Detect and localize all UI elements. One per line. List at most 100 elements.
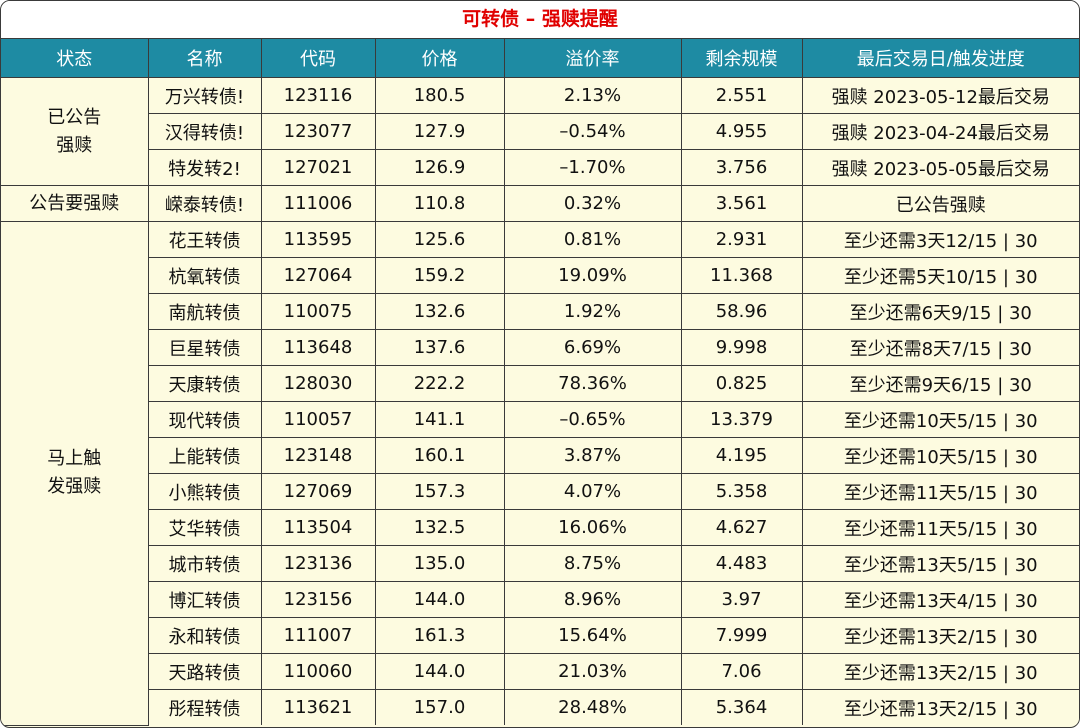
bond-code-cell: 110075 (260, 293, 376, 330)
progress-cell: 强赎 2023-05-12最后交易 (801, 77, 1079, 114)
price-cell: 157.0 (374, 689, 505, 725)
header-price: 价格 (374, 39, 505, 78)
premium-rate-cell: 4.07% (503, 473, 682, 510)
bond-code-cell: 123148 (260, 437, 376, 474)
bond-code-cell: 127069 (260, 473, 376, 510)
table-row: 公告要强赎 嵘泰转债! 111006 110.8 0.32% 3.561 已公告强赎 (1, 185, 1079, 222)
premium-rate-cell: 3.87% (503, 437, 682, 474)
bond-name-cell: 汉得转债! (148, 113, 262, 150)
bond-name-cell: 彤程转债 (148, 689, 262, 725)
table-row: 永和转债 111007 161.3 15.64% 7.999 至少还需13天2/15 | … (1, 617, 1079, 654)
price-cell: 222.2 (374, 365, 505, 402)
progress-cell: 至少还需10天5/15 | 30 (801, 401, 1079, 438)
remaining-size-cell: 2.551 (680, 77, 803, 114)
bond-name-cell: 艾华转债 (148, 509, 262, 546)
table-title: 可转债 – 强赎提醒 (1, 1, 1079, 39)
progress-cell: 至少还需8天7/15 | 30 (801, 329, 1079, 366)
premium-rate-cell: –0.54% (503, 113, 682, 150)
bond-code-cell: 113648 (260, 329, 376, 366)
bond-name-cell: 小熊转债 (148, 473, 262, 510)
header-code: 代码 (260, 39, 376, 78)
table-row: 天路转债 110060 144.0 21.03% 7.06 至少还需13天2/15 | 3… (1, 653, 1079, 690)
premium-rate-cell: –1.70% (503, 149, 682, 186)
bond-code-cell: 111007 (260, 617, 376, 654)
table-row: 巨星转债 113648 137.6 6.69% 9.998 至少还需8天7/15 | 30 (1, 329, 1079, 366)
remaining-size-cell: 2.931 (680, 221, 803, 258)
status-label-line: 已公告 (47, 106, 102, 128)
header-premium: 溢价率 (503, 39, 682, 78)
progress-cell: 至少还需9天6/15 | 30 (801, 365, 1079, 402)
progress-cell: 至少还需10天5/15 | 30 (801, 437, 1079, 474)
header-row: 状态 名称 代码 价格 溢价率 剩余规模 最后交易日/触发进度 (1, 39, 1079, 78)
progress-cell: 至少还需13天2/15 | 30 (801, 617, 1079, 654)
remaining-size-cell: 4.195 (680, 437, 803, 474)
remaining-size-cell: 11.368 (680, 257, 803, 294)
price-cell: 127.9 (374, 113, 505, 150)
price-cell: 132.6 (374, 293, 505, 330)
bond-code-cell: 113504 (260, 509, 376, 546)
price-cell: 126.9 (374, 149, 505, 186)
status-label-line: 发强赎 (47, 476, 102, 498)
premium-rate-cell: 0.81% (503, 221, 682, 258)
table-row: 特发转2! 127021 126.9 –1.70% 3.756 强赎 2023-05-05… (1, 149, 1079, 186)
status-label-line: 公告要强赎 (29, 192, 120, 214)
progress-cell: 至少还需6天9/15 | 30 (801, 293, 1079, 330)
table-row: 博汇转债 123156 144.0 8.96% 3.97 至少还需13天4/15 | 30 (1, 581, 1079, 618)
premium-rate-cell: 21.03% (503, 653, 682, 690)
status-label-line: 强赎 (56, 134, 93, 156)
table-row: 城市转债 123136 135.0 8.75% 4.483 至少还需13天5/15 | 3… (1, 545, 1079, 582)
status-group-cell: 马上触 发强赎 (1, 221, 149, 726)
price-cell: 125.6 (374, 221, 505, 258)
bond-code-cell: 110060 (260, 653, 376, 690)
progress-cell: 至少还需13天4/15 | 30 (801, 581, 1079, 618)
progress-cell: 至少还需5天10/15 | 30 (801, 257, 1079, 294)
price-cell: 132.5 (374, 509, 505, 546)
premium-rate-cell: 15.64% (503, 617, 682, 654)
remaining-size-cell: 58.96 (680, 293, 803, 330)
premium-rate-cell: –0.65% (503, 401, 682, 438)
price-cell: 110.8 (374, 185, 505, 222)
price-cell: 144.0 (374, 653, 505, 690)
remaining-size-cell: 4.955 (680, 113, 803, 150)
price-cell: 137.6 (374, 329, 505, 366)
premium-rate-cell: 19.09% (503, 257, 682, 294)
remaining-size-cell: 3.561 (680, 185, 803, 222)
premium-rate-cell: 6.69% (503, 329, 682, 366)
premium-rate-cell: 78.36% (503, 365, 682, 402)
bond-name-cell: 花王转债 (147, 221, 262, 258)
remaining-size-cell: 7.06 (680, 653, 803, 690)
bond-name-cell: 博汇转债 (148, 581, 262, 618)
remaining-size-cell: 5.364 (680, 689, 803, 725)
bond-code-cell: 123077 (260, 113, 376, 150)
status-group-cell: 公告要强赎 (1, 185, 149, 222)
bond-code-cell: 127021 (260, 149, 376, 186)
progress-cell: 至少还需13天5/15 | 30 (801, 545, 1079, 582)
progress-cell: 至少还需3天12/15 | 30 (801, 221, 1079, 258)
progress-cell: 至少还需11天5/15 | 30 (801, 473, 1079, 510)
premium-rate-cell: 2.13% (503, 77, 682, 114)
bond-code-cell: 123116 (260, 77, 376, 114)
premium-rate-cell: 8.96% (503, 581, 682, 618)
price-cell: 161.3 (374, 617, 505, 654)
redemption-table: 状态 名称 代码 价格 溢价率 剩余规模 最后交易日/触发进度 已公告 强赎 万兴转… (1, 39, 1079, 726)
bond-code-cell: 111006 (260, 185, 376, 222)
progress-cell: 至少还需13天2/15 | 30 (801, 653, 1079, 690)
table-row: 杭氧转债 127064 159.2 19.09% 11.368 至少还需5天10/15 |… (1, 257, 1079, 294)
price-cell: 180.5 (374, 77, 505, 114)
remaining-size-cell: 3.97 (680, 581, 803, 618)
remaining-size-cell: 9.998 (680, 329, 803, 366)
bond-code-cell: 110057 (260, 401, 376, 438)
table-row: 南航转债 110075 132.6 1.92% 58.96 至少还需6天9/15 | 30 (1, 293, 1079, 330)
bond-name-cell: 天路转债 (148, 653, 262, 690)
remaining-size-cell: 5.358 (680, 473, 803, 510)
bond-code-cell: 113595 (260, 221, 376, 258)
premium-rate-cell: 28.48% (503, 689, 682, 725)
progress-cell: 至少还需11天5/15 | 30 (801, 509, 1079, 546)
remaining-size-cell: 13.379 (680, 401, 803, 438)
bond-code-cell: 113621 (260, 689, 376, 725)
price-cell: 159.2 (374, 257, 505, 294)
table-row: 汉得转债! 123077 127.9 –0.54% 4.955 强赎 2023-04-24… (1, 113, 1079, 150)
bond-code-cell: 123136 (260, 545, 376, 582)
premium-rate-cell: 16.06% (503, 509, 682, 546)
header-remaining-size: 剩余规模 (680, 39, 803, 78)
